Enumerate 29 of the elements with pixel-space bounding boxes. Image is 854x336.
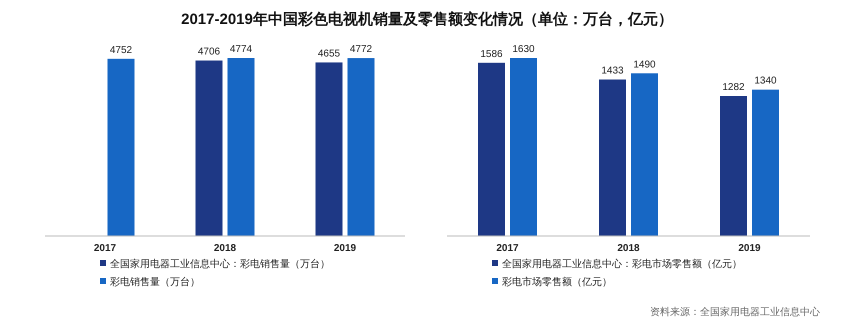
x-tick-label: 2019 [738, 243, 762, 254]
data-label: 4772 [350, 44, 373, 56]
legend-label: 全国家用电器工业信息中心：彩电销售量（万台） [110, 258, 330, 270]
data-label: 4752 [110, 44, 133, 56]
x-tick-label: 2017 [94, 243, 117, 254]
bar [510, 58, 537, 236]
data-label: 1433 [601, 66, 624, 77]
data-label: 4706 [198, 46, 221, 58]
data-label: 4655 [318, 48, 341, 60]
bar [752, 90, 779, 236]
x-tick-label: 2018 [214, 243, 237, 254]
x-tick-label: 2018 [617, 243, 640, 254]
bar [478, 62, 505, 236]
x-tick-label: 2017 [496, 243, 520, 254]
chart-title: 2017-2019年中国彩色电视机销量及零售额变化情况（单位：万台，亿元） [181, 10, 673, 28]
data-label: 1282 [722, 82, 746, 93]
bar [631, 73, 658, 236]
data-label: 1630 [512, 44, 536, 55]
bar [599, 80, 626, 236]
text: 资料来源：全国家用电器工业信息中心 [650, 306, 820, 318]
data-label: 1586 [480, 48, 504, 60]
data-label: 4774 [230, 44, 253, 55]
bar [720, 96, 747, 236]
legend-label: 彩电销售量（万台） [110, 276, 200, 288]
data-label: 1340 [754, 76, 778, 87]
legend-label: 全国家用电器工业信息中心：彩电市场零售额（亿元） [502, 258, 742, 270]
x-tick-label: 2019 [334, 243, 357, 254]
data-label: 1490 [633, 59, 656, 70]
legend-label: 彩电市场零售额（亿元） [502, 276, 612, 288]
